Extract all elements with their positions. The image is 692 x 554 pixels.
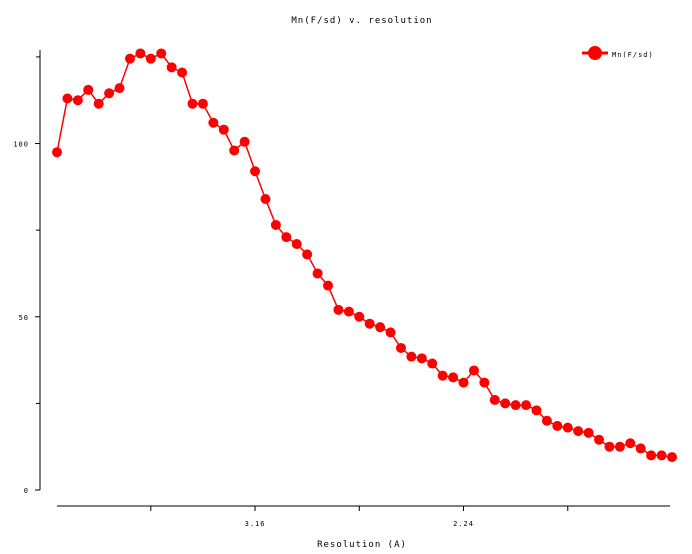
data-point [343,306,354,317]
series-points-group [52,48,677,463]
y-tick-label: 50 [19,314,29,322]
data-point [114,83,125,94]
x-axis-ticks: 3.16 2.24 [150,506,569,528]
data-point [541,415,552,426]
data-point [573,426,584,437]
data-point [521,400,532,411]
data-point [270,219,281,230]
chart-title: Mn(F/sd) v. resolution [291,16,432,26]
data-point [52,147,62,158]
data-point [489,394,500,405]
x-tick-label: 3.16 [245,520,266,528]
data-point [468,365,479,376]
data-point [312,268,323,279]
data-point [323,280,334,291]
data-point [302,249,313,260]
data-point [531,405,542,416]
series-line [56,52,673,458]
legend-entry-label: Mn(F/sd) [612,51,654,59]
data-point [281,232,292,243]
data-point [416,353,427,364]
data-point [239,136,250,147]
data-point [72,95,83,106]
data-point [291,239,302,250]
data-point [260,193,271,204]
y-axis-ticks: 0 50 100 [13,56,40,495]
y-tick-label: 0 [24,487,29,495]
data-point [395,342,406,353]
data-point [177,67,188,78]
data-point [104,88,115,99]
data-point [604,441,615,452]
data-point [406,351,417,362]
data-point [510,400,521,411]
data-point [187,98,198,109]
data-point [156,48,167,59]
data-point [448,372,459,383]
data-point [583,427,594,438]
data-point [656,450,667,461]
data-point [333,304,344,315]
data-point [93,98,104,109]
data-point [166,62,177,73]
x-tick-label: 2.24 [453,520,474,528]
data-point [364,318,375,329]
legend: Mn(F/sd) [582,46,654,60]
data-point [667,452,677,463]
data-point [62,93,73,104]
data-point [208,117,219,128]
data-point [500,398,511,409]
y-tick-label: 100 [13,141,29,149]
data-point [594,434,605,445]
data-point [218,124,229,135]
data-point [250,166,261,177]
x-axis-label: Resolution (A) [317,540,407,550]
data-point [479,377,490,388]
data-point [145,53,156,64]
data-point [83,84,94,95]
data-point [625,438,636,449]
data-point [437,370,448,381]
data-point [385,327,396,338]
data-point [562,422,573,433]
series-line-group [56,52,673,458]
legend-marker-swatch [588,46,602,60]
data-point [635,443,646,454]
data-point [124,53,135,64]
data-point [375,322,386,333]
data-point [229,145,240,156]
data-point [354,311,365,322]
data-point [646,450,657,461]
data-point [135,48,146,59]
data-point [458,377,469,388]
data-point [197,98,208,109]
data-point [614,441,625,452]
data-point [427,358,438,369]
data-point [552,420,563,431]
